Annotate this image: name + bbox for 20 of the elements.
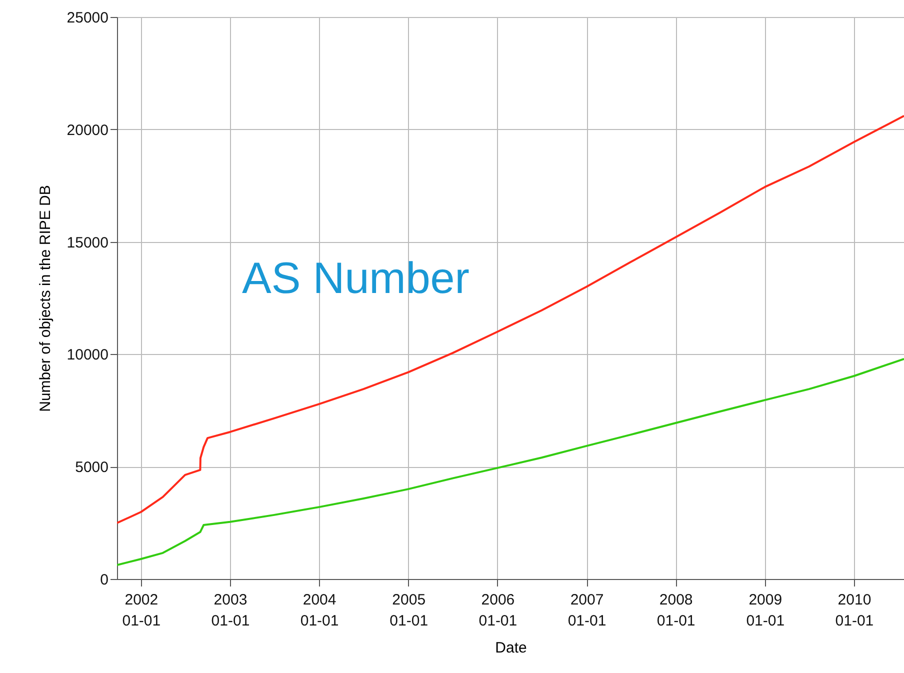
x-tick-label: 2003 01-01 [211, 592, 250, 630]
y-tick-label: 0 [100, 572, 108, 588]
x-tick-label: 2007 01-01 [568, 592, 606, 630]
y-tick-label: 5000 [75, 459, 108, 476]
line-series [117, 358, 904, 566]
x-tick-label: 2005 01-01 [390, 592, 428, 630]
x-tick-label: 2010 01-01 [835, 592, 874, 630]
y-axis-title: Number of objects in the RIPE DB [36, 185, 54, 412]
x-tick-label: 2004 01-01 [300, 592, 339, 630]
annotation: AS Number [242, 254, 470, 303]
x-tick-label: 2006 01-01 [478, 592, 518, 630]
x-axis-title: Date [495, 640, 527, 656]
line-series [117, 114, 904, 524]
x-tick-label: 2002 01-01 [122, 592, 161, 630]
y-tick-label: 15000 [66, 234, 108, 252]
x-tick-label: 2008 01-01 [656, 592, 696, 630]
x-tick-label: 2009 01-01 [746, 592, 785, 630]
y-tick-label: 10000 [66, 346, 108, 364]
y-tick-label: 20000 [66, 122, 108, 139]
y-tick-label: 25000 [66, 10, 108, 26]
